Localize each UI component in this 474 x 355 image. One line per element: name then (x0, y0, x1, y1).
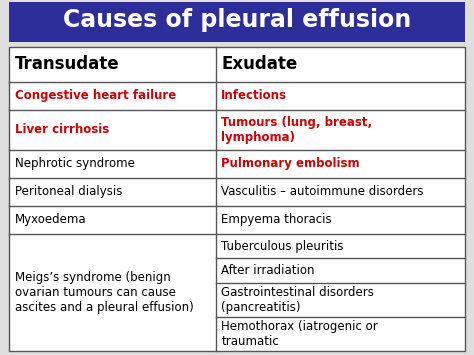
Text: Nephrotic syndrome: Nephrotic syndrome (15, 157, 135, 170)
Text: Causes of pleural effusion: Causes of pleural effusion (63, 8, 411, 32)
Bar (9, 2, 465, 42)
Text: After irradiation: After irradiation (221, 264, 315, 277)
Text: Exudate: Exudate (221, 55, 298, 73)
Text: Gastrointestinal disorders
(pancreatitis): Gastrointestinal disorders (pancreatitis… (221, 286, 374, 314)
Text: Empyema thoracis: Empyema thoracis (221, 213, 332, 226)
Text: Liver cirrhosis: Liver cirrhosis (15, 123, 109, 136)
Text: Hemothorax (iatrogenic or
traumatic: Hemothorax (iatrogenic or traumatic (221, 320, 378, 348)
Text: Pulmonary embolism: Pulmonary embolism (221, 157, 360, 170)
Text: Transudate: Transudate (15, 55, 120, 73)
Text: Congestive heart failure: Congestive heart failure (15, 89, 176, 102)
Text: Vasculitis – autoimmune disorders: Vasculitis – autoimmune disorders (221, 185, 424, 198)
Text: Meigs’s syndrome (benign
ovarian tumours can cause
ascites and a pleural effusio: Meigs’s syndrome (benign ovarian tumours… (15, 271, 194, 314)
Text: Infections: Infections (221, 89, 287, 102)
Text: Myxoedema: Myxoedema (15, 213, 87, 226)
Text: Tumours (lung, breast,
lymphoma): Tumours (lung, breast, lymphoma) (221, 116, 373, 144)
Text: Peritoneal dialysis: Peritoneal dialysis (15, 185, 123, 198)
Bar (9, 47, 465, 351)
Text: Tuberculous pleuritis: Tuberculous pleuritis (221, 240, 344, 253)
